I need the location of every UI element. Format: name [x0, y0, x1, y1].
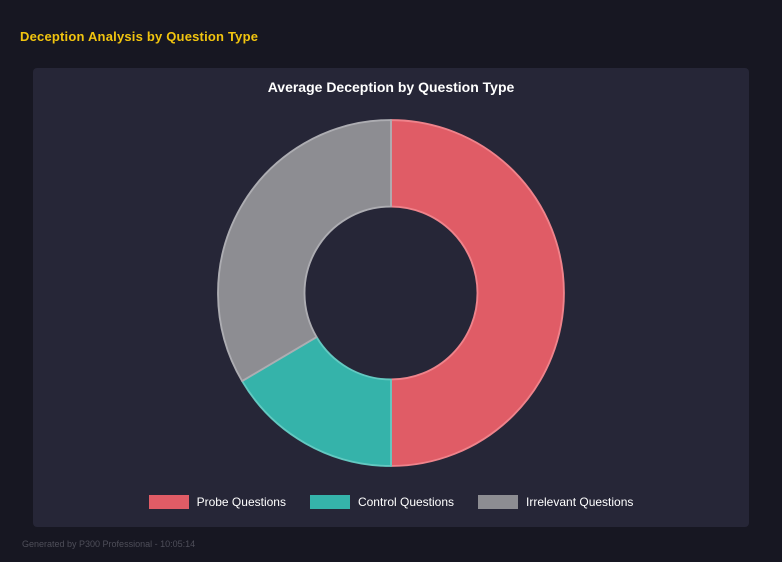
donut-chart[interactable] — [205, 107, 577, 479]
legend-swatch-irrelevant-icon — [478, 495, 519, 509]
chart-legend: Probe Questions Control Questions Irrele… — [33, 495, 749, 509]
legend-item-probe[interactable]: Probe Questions — [148, 495, 286, 509]
legend-swatch-probe-icon — [148, 495, 189, 509]
legend-swatch-control-icon — [309, 495, 350, 509]
chart-panel: Average Deception by Question Type Probe… — [33, 68, 749, 527]
chart-title: Average Deception by Question Type — [267, 79, 515, 95]
legend-label-probe: Probe Questions — [196, 495, 286, 509]
legend-label-irrelevant: Irrelevant Questions — [526, 495, 634, 509]
legend-item-control[interactable]: Control Questions — [309, 495, 455, 509]
footer-status-text: Generated by P300 Professional - 10:05:1… — [22, 539, 196, 549]
page-title: Deception Analysis by Question Type — [20, 29, 259, 44]
legend-item-irrelevant[interactable]: Irrelevant Questions — [478, 495, 633, 509]
legend-label-control: Control Questions — [357, 495, 455, 509]
